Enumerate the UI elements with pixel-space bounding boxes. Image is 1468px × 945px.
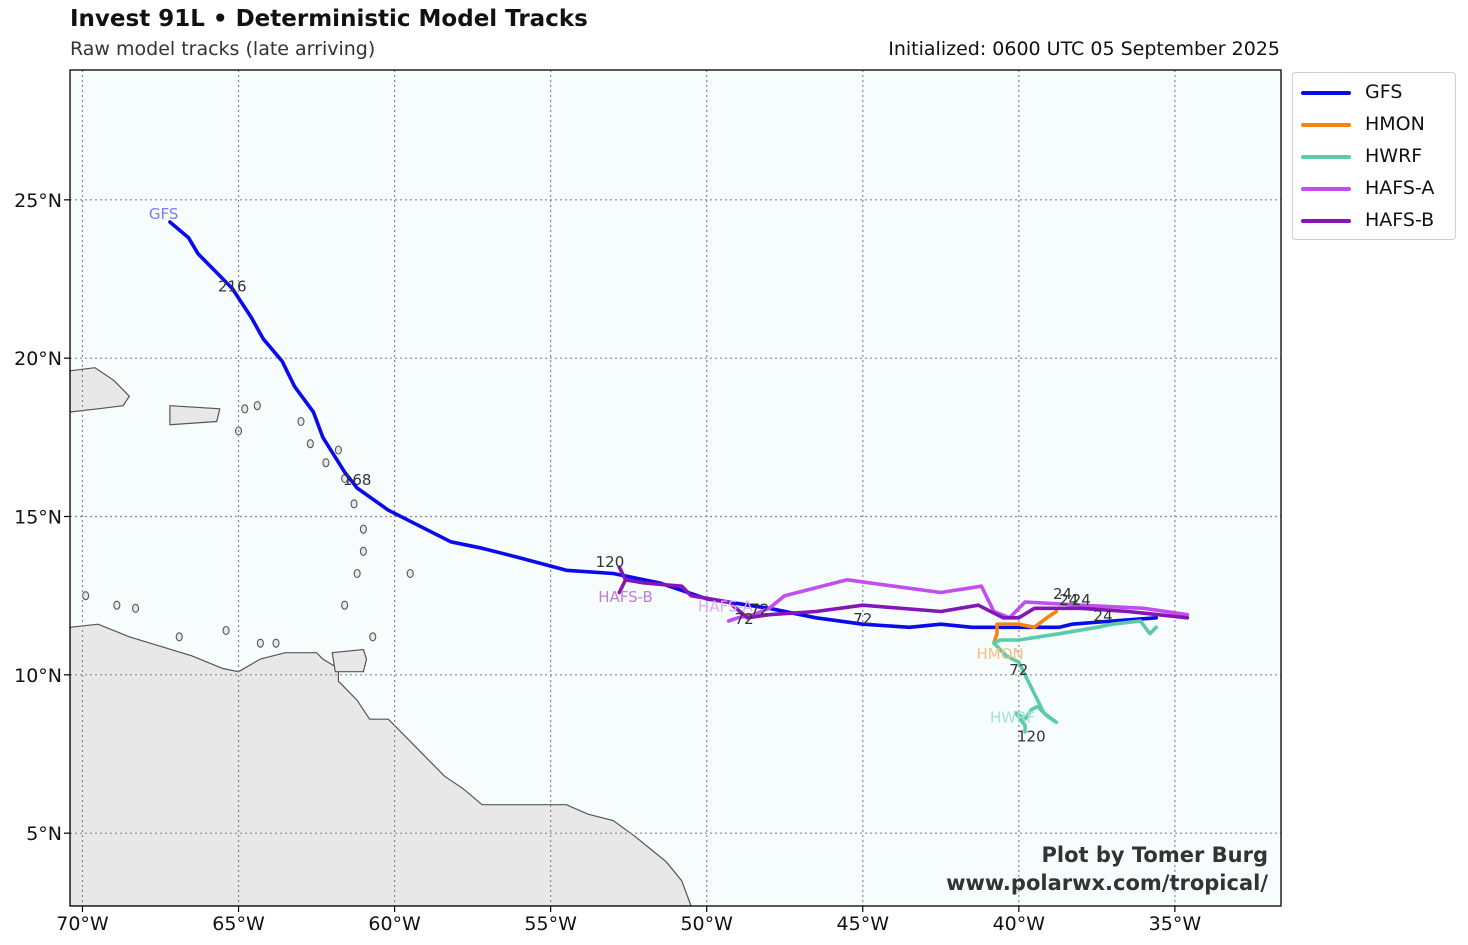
island [353,568,361,579]
island [256,638,264,648]
track-gfs [168,220,1158,630]
legend-swatch-hwrf [1301,155,1351,159]
island [359,546,367,556]
legend-swatch-hafs-a [1301,187,1351,191]
model-tracks [168,220,1190,734]
island [175,632,183,642]
x-tick-label: 55°W [524,913,577,935]
track-hafs-a [726,577,1190,623]
forecast-hour-label: 120 [596,553,625,571]
legend-item-hwrf: HWRF [1293,141,1455,171]
forecast-hour-label: 24 [1053,585,1072,603]
plot-frame [69,69,1282,907]
x-tick-label: 40°W [993,913,1046,935]
y-tick-label: 10°N [14,665,62,687]
track-hmon [992,609,1059,646]
landmass [331,648,368,673]
legend-label: HWRF [1365,145,1423,167]
chart-title: Invest 91L • Deterministic Model Tracks [70,6,588,32]
legend-label: HAFS-A [1365,177,1435,199]
landmass [70,367,131,413]
legend-swatch-gfs [1301,91,1351,95]
track-end-label: GFS [149,205,179,223]
track-hwrf [992,619,1158,734]
forecast-hour-label: 24 [1059,591,1078,609]
y-tick-label: 20°N [14,348,62,370]
legend-item-hafs-a: HAFS-A [1293,173,1455,203]
island [222,625,230,636]
legend-label: HMON [1365,113,1425,135]
island [82,591,90,601]
island [241,404,249,414]
track-end-label: HMON [976,645,1023,663]
island [253,401,261,411]
island [350,499,358,509]
x-tick-label: 65°W [212,913,265,935]
chart-subtitle: Raw model tracks (late arriving) [70,38,376,60]
x-tick-label: 45°W [837,913,890,935]
forecast-hour-label: 24 [1094,607,1113,625]
island [406,568,414,579]
island [359,524,367,534]
gridlines [70,70,1281,906]
y-tick-label: 5°N [26,823,62,845]
forecast-hour-label: 72 [1009,661,1028,679]
land-layer [70,367,692,906]
credit-url: www.polarwx.com/tropical/ [946,871,1268,895]
island [334,445,342,455]
island [131,603,140,613]
legend-swatch-hmon [1301,123,1351,127]
island [297,416,305,427]
track-end-label: HAFS-B [598,588,653,606]
island [341,600,349,610]
island [272,638,280,648]
x-tick-label: 50°W [680,913,733,935]
forecast-hour-label: 72 [750,601,769,619]
island [369,632,377,642]
x-tick-label: 35°W [1149,913,1202,935]
legend-item-hafs-b: HAFS-B [1293,205,1455,235]
forecast-hour-label: 72 [735,610,754,628]
legend-item-hmon: HMON [1293,109,1455,139]
island [322,458,330,468]
credit-author: Plot by Tomer Burg [1041,843,1269,867]
y-tick-label: 15°N [14,507,62,529]
track-hafs-b [617,565,1190,620]
legend: GFS HMON HWRF HAFS-A HAFS-B [1292,72,1456,240]
forecast-hour-label: 24 [1072,591,1091,609]
forecast-hour-label: 72 [853,610,872,628]
island [113,600,121,610]
init-time: Initialized: 0600 UTC 05 September 2025 [888,38,1280,60]
legend-label: HAFS-B [1365,209,1435,231]
track-end-label: HWRF [990,708,1035,726]
legend-swatch-hafs-b [1301,219,1351,223]
x-tick-label: 60°W [368,913,421,935]
island [306,439,314,449]
track-end-label: HAFS-A [698,598,754,616]
y-tick-label: 25°N [14,190,62,212]
forecast-hour-label: 168 [343,471,372,489]
legend-item-gfs: GFS [1293,77,1455,107]
forecast-hour-label: 120 [1017,727,1046,745]
landmass [70,623,692,906]
axis-ticks: 70°W 65°W 60°W 55°W 50°W 45°W 40°W 35°W 5°N 10°N 1… [14,190,1201,935]
forecast-hour-label: 216 [218,278,247,296]
x-tick-label: 70°W [56,913,109,935]
legend-label: GFS [1365,81,1403,103]
landmass [169,405,221,426]
